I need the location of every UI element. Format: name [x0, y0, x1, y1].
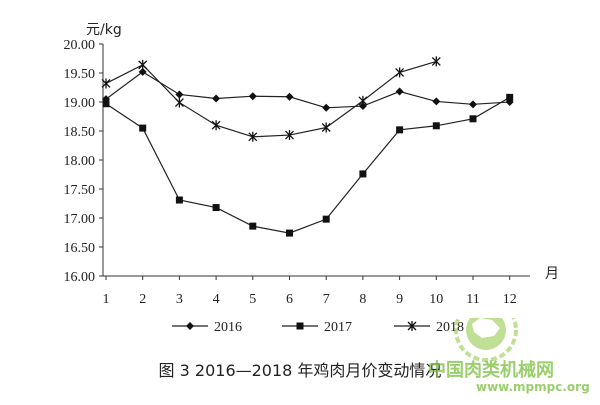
legend-item-2016: 2016	[172, 320, 242, 335]
y-tick-label: 16.00	[64, 270, 96, 285]
data-point-2017	[286, 229, 293, 237]
data-point-2017	[469, 115, 477, 123]
y-tick-label: 19.50	[64, 67, 96, 82]
data-point-2018	[138, 59, 148, 70]
y-tick-label: 17.50	[64, 183, 96, 198]
series-2016	[102, 67, 514, 112]
line-chart: 16.00 16.50 17.00 17.50 18.00 18.50 19.00 19.50…	[64, 22, 560, 335]
data-point-2017	[322, 215, 330, 223]
x-tick-label: 9	[396, 292, 403, 307]
series-layer	[101, 56, 514, 237]
series-2018	[101, 56, 441, 142]
data-point-2016	[248, 92, 257, 101]
data-point-2018	[285, 130, 294, 141]
data-point-2017	[139, 124, 147, 132]
x-tick-label: 3	[176, 292, 183, 307]
series-line-2016	[105, 71, 510, 109]
data-point-2016	[285, 92, 294, 101]
y-tick-label: 18.00	[64, 154, 96, 169]
legend-marker	[186, 322, 194, 330]
x-tick-label: 12	[503, 292, 517, 307]
data-point-2016	[212, 94, 221, 103]
series-line-2018	[105, 60, 437, 138]
y-tick-label: 18.50	[64, 125, 96, 140]
y-tick-label: 19.00	[64, 96, 96, 111]
data-point-2017	[212, 204, 220, 212]
data-point-2016	[322, 103, 331, 112]
x-axis-unit-label: 月	[545, 266, 559, 282]
data-point-2018	[358, 95, 368, 106]
data-point-2016	[138, 67, 147, 76]
figure-caption: 图 3 2016—2018 年鸡肉月价变动情况	[158, 361, 442, 380]
data-point-2018	[211, 120, 221, 131]
legend-item-2017: 2017	[282, 320, 352, 335]
x-tick-label: 11	[466, 292, 479, 307]
watermark-url: www.mpmpc.org	[476, 380, 590, 394]
y-axis-unit-label: 元/kg	[86, 22, 122, 38]
x-tick-label: 4	[213, 292, 220, 307]
legend-marker	[296, 322, 304, 330]
data-point-2017	[249, 222, 257, 230]
data-point-2017	[102, 100, 110, 108]
series-2017	[102, 93, 514, 237]
data-point-2018	[101, 78, 111, 89]
data-point-2018	[174, 97, 184, 108]
data-point-2017	[506, 93, 514, 101]
watermark-logo	[454, 318, 518, 362]
watermark-site-name: 中国肉类机械网	[428, 360, 554, 381]
y-tick-label: 20.00	[64, 38, 96, 53]
legend-label: 2016	[214, 320, 242, 335]
data-point-2016	[469, 100, 477, 109]
x-tick-label: 7	[323, 292, 330, 307]
legend-marker	[407, 321, 417, 331]
data-point-2018	[321, 122, 331, 133]
data-point-2017	[175, 196, 183, 204]
axes: 16.00 16.50 17.00 17.50 18.00 18.50 19.00 19.50…	[64, 22, 560, 307]
legend-label: 2017	[324, 320, 352, 335]
data-point-2017	[359, 170, 367, 178]
data-point-2016	[175, 90, 184, 99]
data-point-2016	[358, 102, 367, 111]
data-point-2018	[395, 67, 405, 78]
series-line-2017	[105, 96, 511, 234]
y-tick-label: 16.50	[64, 241, 96, 256]
legend: 2016 2017 2018	[172, 320, 464, 335]
x-tick-label: 6	[286, 292, 293, 307]
x-tick-label: 1	[103, 292, 110, 307]
data-point-2017	[432, 122, 440, 130]
data-point-2016	[395, 87, 404, 96]
data-point-2018	[248, 131, 258, 142]
data-point-2018	[431, 56, 441, 67]
data-point-2016	[432, 97, 441, 106]
x-tick-label: 8	[359, 292, 366, 307]
data-point-2017	[396, 126, 404, 134]
x-tick-label: 2	[139, 292, 146, 307]
x-tick-label: 10	[429, 292, 443, 307]
y-tick-label: 17.00	[64, 212, 96, 227]
x-tick-label: 5	[249, 292, 256, 307]
